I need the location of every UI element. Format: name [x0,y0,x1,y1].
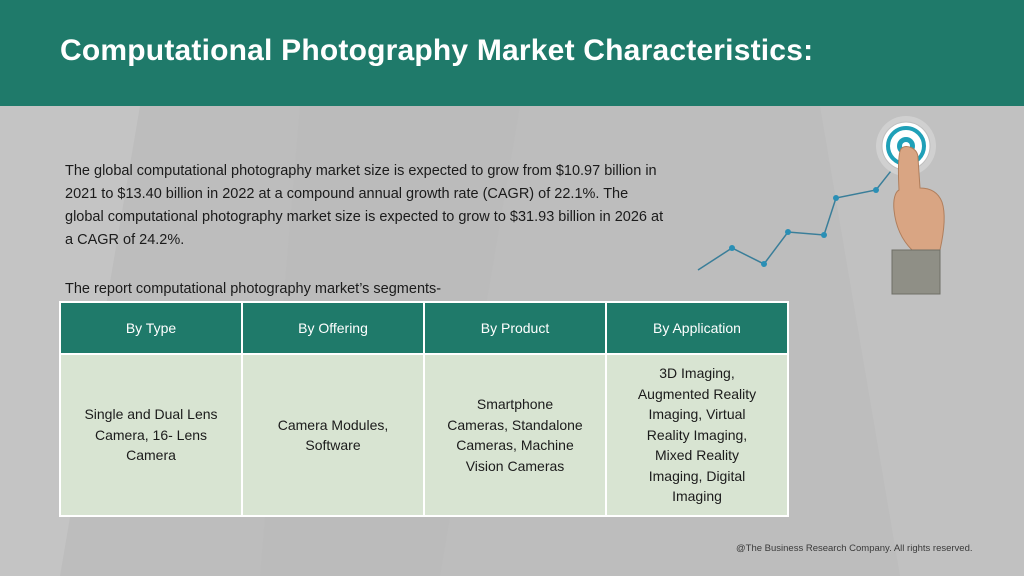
cell-offering-text: Camera Modules, Software [277,416,389,454]
intro-paragraph: The global computational photography mar… [65,163,664,248]
segments-table: By Type By Offering By Product By Applic… [59,301,789,517]
segments-label: The report computational photography mar… [65,281,442,297]
column-header-offering: By Offering [241,301,425,355]
growth-graphic [697,116,945,295]
header-bar: Computational Photography Market Charact… [0,0,1024,106]
table-row: Single and Dual Lens Camera, 16- Lens Ca… [59,353,789,517]
page-title: Computational Photography Market Charact… [60,34,814,67]
cell-application-text: 3D Imaging, Augmented Reality Imaging, V… [637,365,757,505]
cell-offering: Camera Modules, Software [241,353,425,517]
cell-application: 3D Imaging, Augmented Reality Imaging, V… [605,353,789,517]
cell-product-text: Smartphone Cameras, Standalone Cameras, … [447,396,583,474]
segments-header-row: By Type By Offering By Product By Applic… [59,301,789,355]
column-header-application: By Application [605,301,789,355]
growth-line-chart-icon [697,161,899,271]
column-header-type: By Type [59,301,243,355]
cell-product: Smartphone Cameras, Standalone Cameras, … [423,353,607,517]
pointing-hand-icon [891,145,945,295]
cell-type-text: Single and Dual Lens Camera, 16- Lens Ca… [84,406,218,464]
column-header-product: By Product [423,301,607,355]
cell-type: Single and Dual Lens Camera, 16- Lens Ca… [59,353,243,517]
footer-copyright: @The Business Research Company. All righ… [736,543,973,554]
